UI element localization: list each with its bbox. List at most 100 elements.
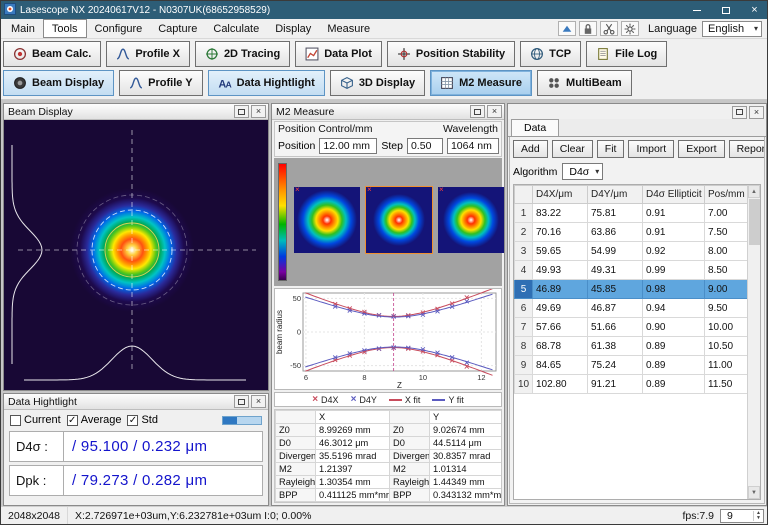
column-header[interactable] — [515, 186, 533, 204]
m2-measure-title-bar[interactable]: M2 Measure × — [272, 104, 504, 120]
toolbar-button-profile-x[interactable]: Profile X — [106, 41, 190, 67]
menu-item-calculate[interactable]: Calculate — [205, 19, 267, 38]
toolbar-button-label: Beam Display — [32, 77, 104, 89]
spinner-value: 9 — [727, 510, 733, 522]
language-value: English — [708, 23, 744, 35]
close-panel-icon[interactable]: × — [251, 395, 266, 408]
tab-data[interactable]: Data — [511, 119, 559, 136]
menu-item-capture[interactable]: Capture — [150, 19, 205, 38]
toolbar-button-label: Data Plot — [324, 48, 372, 60]
snip-icon[interactable] — [600, 21, 618, 36]
close-panel-icon[interactable]: × — [749, 106, 764, 119]
toolbar-button-m2-measure[interactable]: M2 Measure — [430, 70, 532, 96]
toolbar-button-tcp[interactable]: TCP — [520, 41, 581, 67]
algorithm-select[interactable]: D4σ▾ — [562, 163, 603, 180]
maximize-button[interactable] — [713, 1, 738, 19]
panel-title-text: Data Hightlight — [8, 396, 77, 408]
float-panel-icon[interactable] — [732, 106, 747, 119]
close-button[interactable]: × — [742, 1, 767, 19]
column-header[interactable]: Pos/mm — [705, 186, 748, 204]
toolbar-button-2d-tracing[interactable]: 2D Tracing — [195, 41, 290, 67]
scroll-up-icon[interactable]: ▲ — [748, 185, 760, 198]
report-button[interactable]: Report — [729, 140, 765, 158]
highlight-slider[interactable] — [222, 416, 262, 425]
beam-display-icon — [13, 76, 27, 90]
toolbar-button-profile-y[interactable]: Profile Y — [119, 70, 202, 96]
table-row-1[interactable]: 183.2275.810.917.00 — [515, 204, 748, 223]
toolbar-button-label: Position Stability — [416, 48, 505, 60]
toolbar-button-label: Profile X — [135, 48, 180, 60]
column-header[interactable]: D4X/μm — [533, 186, 588, 204]
beam-image[interactable] — [4, 120, 268, 390]
table-row-9[interactable]: 984.6575.240.8911.00 — [515, 356, 748, 375]
fit-button[interactable]: Fit — [597, 140, 625, 158]
toolbar-button-beam-calc[interactable]: Beam Calc. — [3, 41, 101, 67]
scroll-thumb[interactable] — [749, 199, 760, 245]
float-panel-icon[interactable] — [470, 105, 485, 118]
close-panel-icon[interactable]: × — [487, 105, 502, 118]
beam-image-3[interactable]: × — [438, 187, 504, 253]
toolbar-button-position-stability[interactable]: Position Stability — [387, 41, 515, 67]
averaging-spinner[interactable]: 9 ▲▼ — [720, 509, 764, 523]
toolbar-button-label: Beam Calc. — [32, 48, 91, 60]
beam-image-2-selected[interactable]: × — [366, 187, 432, 253]
data-highlight-title-bar[interactable]: Data Hightlight × — [4, 394, 268, 410]
float-panel-icon[interactable] — [234, 395, 249, 408]
table-scrollbar[interactable]: ▲ ▼ — [747, 185, 760, 499]
menu-item-configure[interactable]: Configure — [87, 19, 151, 38]
collapse-arrow-icon[interactable] — [558, 21, 576, 36]
measurement-table-container: D4X/μmD4Y/μmD4σ EllipticitPos/mm183.2275… — [513, 184, 761, 500]
table-row-5[interactable]: 546.8945.850.989.00 — [515, 280, 748, 299]
toolbar-button-file-log[interactable]: File Log — [586, 41, 667, 67]
column-header[interactable]: D4σ Ellipticit — [643, 186, 705, 204]
table-row-8[interactable]: 868.7861.380.8910.50 — [515, 337, 748, 356]
menu-item-measure[interactable]: Measure — [319, 19, 378, 38]
fps-readout: fps:7.9 — [676, 510, 720, 522]
x-marker-icon: × — [312, 395, 318, 405]
toolbar-button-data-plot[interactable]: Data Plot — [295, 41, 382, 67]
toolbar-button-data-hightlight[interactable]: AAData Hightlight — [208, 70, 325, 96]
toolbar-button-beam-display[interactable]: Beam Display — [3, 70, 114, 96]
m2-results: XYZ08.99269 mmZ09.02674 mmD046.3012 μmD0… — [274, 409, 502, 503]
current-checkbox[interactable]: Current — [10, 414, 61, 426]
export-button[interactable]: Export — [678, 140, 724, 158]
menu-item-display[interactable]: Display — [267, 19, 319, 38]
cursor-readout: X:2.726971e+03um,Y:6.232781e+03um I:0; 0… — [68, 507, 677, 524]
step-input[interactable] — [407, 138, 443, 154]
menu-item-tools[interactable]: Tools — [43, 19, 87, 38]
table-row-2[interactable]: 270.1663.860.917.50 — [515, 223, 748, 242]
std-checkbox[interactable]: ✓Std — [127, 414, 158, 426]
table-row-7[interactable]: 757.6651.660.9010.00 — [515, 318, 748, 337]
add-button[interactable]: Add — [513, 140, 548, 158]
table-row-6[interactable]: 649.6946.870.949.50 — [515, 299, 748, 318]
data-panel: × Data AddClearFitImportExportReport Alg… — [507, 103, 767, 506]
toolbar-button-multibeam[interactable]: MultiBeam — [537, 70, 632, 96]
beam-display-title-bar[interactable]: Beam Display × — [4, 104, 268, 120]
dpk-label: Dpk : — [10, 466, 64, 495]
position-input[interactable] — [319, 138, 377, 154]
language-select[interactable]: English▾ — [702, 21, 762, 37]
lock-icon[interactable] — [579, 21, 597, 36]
toolbar-button-3d-display[interactable]: 3D Display — [330, 70, 425, 96]
clear-button[interactable]: Clear — [552, 140, 593, 158]
float-panel-icon[interactable] — [234, 105, 249, 118]
column-header[interactable]: D4Y/μm — [588, 186, 643, 204]
position-stability-icon — [397, 47, 411, 61]
table-row-4[interactable]: 449.9349.310.998.50 — [515, 261, 748, 280]
menu-item-main[interactable]: Main — [3, 19, 43, 38]
result-row-m2: M21.21397M21.01314 — [276, 463, 503, 476]
window-title: Lasescope NX 20240617V12 - N0307UK(68652… — [20, 5, 680, 16]
wavelength-input[interactable] — [447, 138, 499, 154]
close-panel-icon[interactable]: × — [251, 105, 266, 118]
data-plot-icon — [305, 47, 319, 61]
table-row-3[interactable]: 359.6554.990.928.00 — [515, 242, 748, 261]
import-button[interactable]: Import — [628, 140, 674, 158]
gear-icon[interactable] — [621, 21, 639, 36]
table-row-10[interactable]: 10102.8091.210.8911.50 — [515, 375, 748, 394]
minimize-button[interactable] — [684, 1, 709, 19]
average-checkbox[interactable]: ✓Average — [67, 414, 122, 426]
spinner-arrows-icon[interactable]: ▲▼ — [753, 511, 763, 521]
scroll-down-icon[interactable]: ▼ — [748, 486, 760, 499]
d4sigma-value: / 95.100 / 0.232 μm — [64, 432, 262, 461]
beam-image-1[interactable]: × — [294, 187, 360, 253]
